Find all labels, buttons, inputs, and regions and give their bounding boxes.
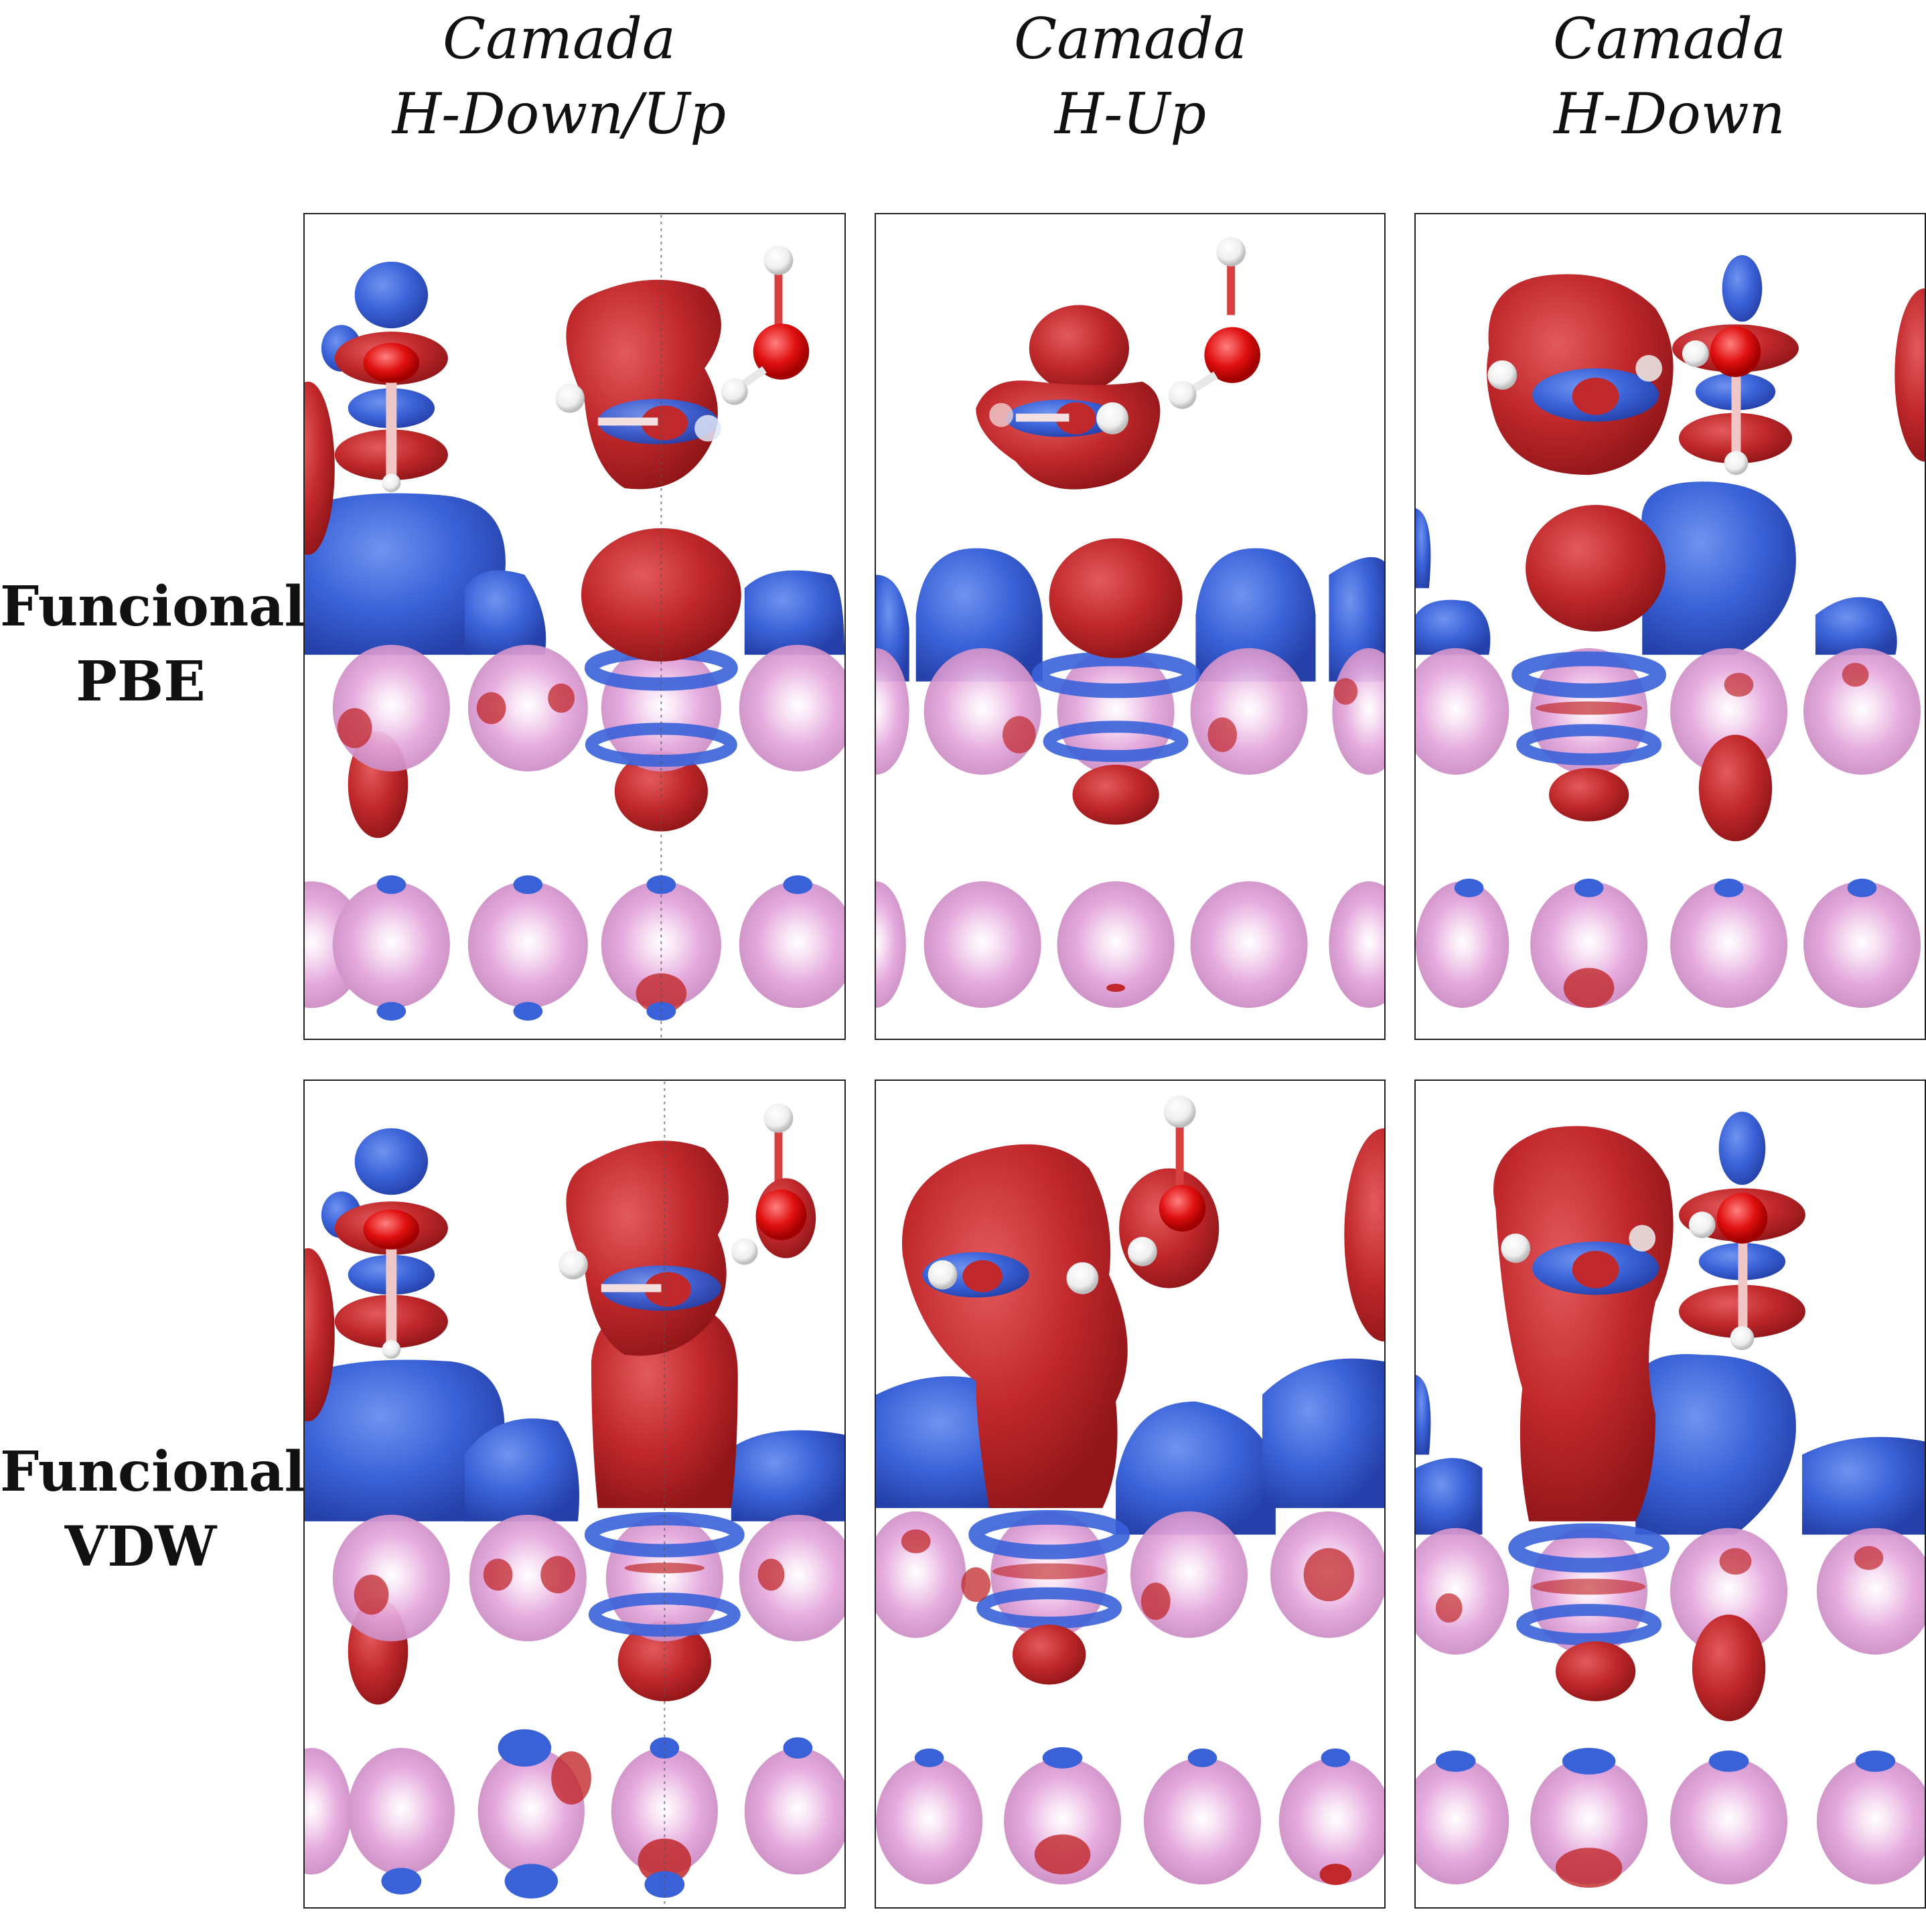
panel-vdw-h-up bbox=[875, 1080, 1386, 1909]
column-title-line1: Camada bbox=[1014, 6, 1247, 72]
column-title-line1: Camada bbox=[1553, 6, 1786, 72]
charge-density-isosurface bbox=[305, 1082, 844, 1907]
column-title-line2: H-Up bbox=[1054, 81, 1207, 147]
row-title-line2: PBE bbox=[76, 650, 206, 714]
charge-density-isosurface bbox=[876, 1096, 1384, 1885]
column-title-h-down: Camada H-Down bbox=[1415, 1, 1924, 151]
column-title-h-down-up: Camada H-Down/Up bbox=[305, 1, 814, 151]
charge-density-isosurface bbox=[305, 215, 844, 1038]
row-title-pbe: Funcional PBE bbox=[0, 569, 305, 719]
row-title-line1: Funcional bbox=[0, 1440, 305, 1504]
charge-density-isosurface bbox=[1416, 254, 1925, 1009]
charge-density-isosurface bbox=[1416, 1112, 1925, 1888]
panel-pbe-h-up bbox=[875, 213, 1386, 1040]
panel-pbe-h-down bbox=[1414, 213, 1926, 1040]
panel-pbe-h-down-up bbox=[303, 213, 846, 1040]
row-title-vdw: Funcional VDW bbox=[0, 1434, 305, 1584]
row-title-line1: Funcional bbox=[0, 575, 305, 639]
panel-vdw-h-down-up bbox=[303, 1080, 846, 1909]
panel-vdw-h-down bbox=[1414, 1080, 1926, 1909]
column-title-line2: H-Down bbox=[1554, 81, 1785, 147]
column-title-h-up: Camada H-Up bbox=[876, 1, 1385, 151]
row-title-line2: VDW bbox=[64, 1515, 217, 1579]
charge-density-isosurface bbox=[876, 237, 1384, 1008]
column-title-line1: Camada bbox=[443, 6, 676, 72]
column-title-line2: H-Down/Up bbox=[392, 81, 727, 147]
